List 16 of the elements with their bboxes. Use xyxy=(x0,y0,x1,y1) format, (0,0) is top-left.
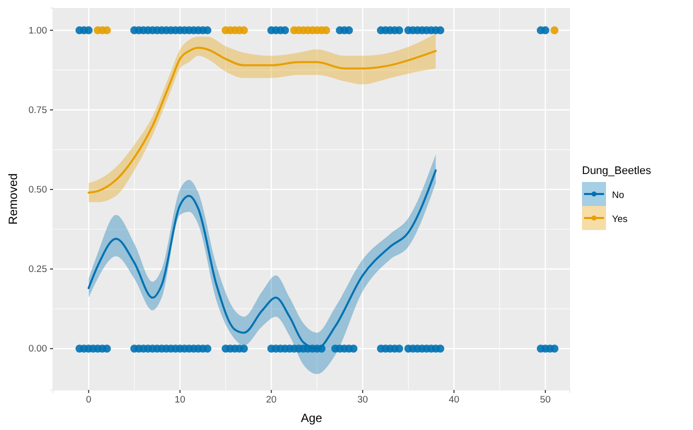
x-tick-label: 50 xyxy=(540,394,551,406)
y-tick-label: 0.00 xyxy=(28,344,47,355)
legend-label: No xyxy=(612,190,624,201)
x-tick-label: 40 xyxy=(448,394,460,406)
y-axis-title: Removed xyxy=(6,173,20,225)
y-tick-label: 0.75 xyxy=(28,104,47,116)
x-tick-label: 0 xyxy=(86,394,92,406)
legend-title: Dung_Beetles xyxy=(582,165,652,177)
y-tick-label: 0.50 xyxy=(28,184,47,196)
y-tick-label: 0.25 xyxy=(28,264,47,276)
y-tick-label: 1.00 xyxy=(28,25,47,36)
x-tick-label: 30 xyxy=(357,394,368,406)
legend-label: Yes xyxy=(612,214,628,225)
x-tick-label: 20 xyxy=(266,394,277,406)
x-tick-label: 10 xyxy=(174,394,186,406)
x-axis-title: Age xyxy=(300,411,322,425)
